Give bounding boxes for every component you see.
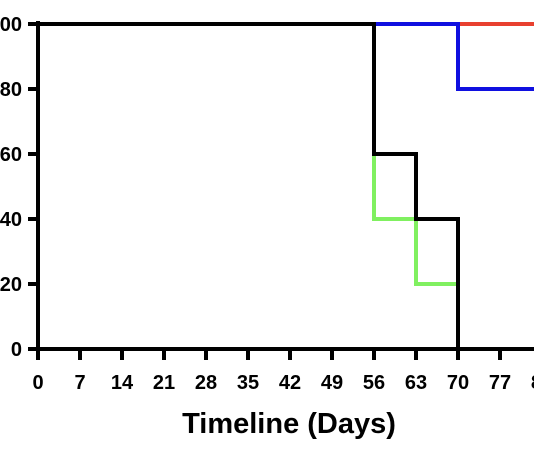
y-tick-label: 80 [0,79,22,101]
x-tick-label: 28 [195,372,217,394]
x-tick-label: 70 [447,372,469,394]
x-tick-label: 77 [489,372,511,394]
x-tick-label: 49 [321,372,343,394]
x-axis-ticks: 0 7 14 21 28 35 42 49 56 63 70 77 84 [32,349,534,394]
y-tick-label: 20 [0,274,22,296]
x-tick-label: 56 [363,372,385,394]
x-tick-label: 63 [405,372,427,394]
x-axis-title: Timeline (Days) [182,408,396,440]
series-line-4 [36,22,460,351]
y-tick-label: 0 [11,339,22,361]
y-tick-label: 40 [0,209,22,231]
x-tick-label: 21 [153,372,175,394]
x-tick-label: 7 [74,372,85,394]
x-tick-label: 42 [279,372,301,394]
x-tick-label: 14 [111,372,134,394]
y-tick-label: 60 [0,144,22,166]
y-axis-ticks: 0 20 40 60 80 100 [0,14,38,361]
series-lines [36,22,534,351]
y-tick-label: 100 [0,14,22,36]
series-line-2 [36,22,534,91]
x-tick-label: 35 [237,372,259,394]
x-tick-label: 84 [531,372,534,394]
x-tick-label: 0 [32,372,43,394]
